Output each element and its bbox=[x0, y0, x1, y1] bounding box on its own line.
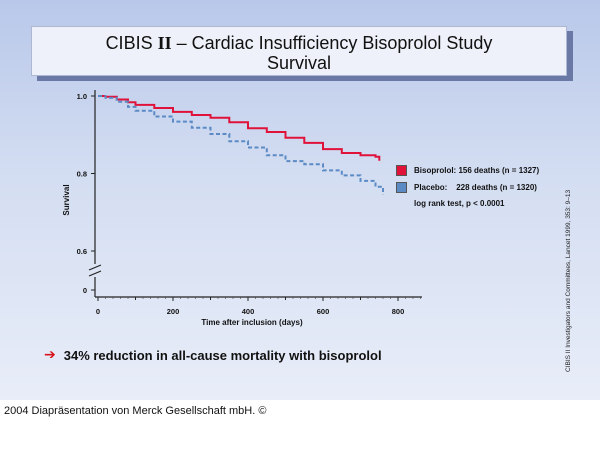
conclusion-text: 34% reduction in all-cause mortality wit… bbox=[63, 347, 382, 363]
y-tick-label: 1.0 bbox=[77, 92, 87, 101]
y-tick-label: 0 bbox=[83, 286, 87, 295]
title-box: CIBIS II – Cardiac Insufficiency Bisopro… bbox=[31, 26, 567, 76]
logrank-text: log rank test, p < 0.0001 bbox=[414, 199, 505, 208]
legend-item-bisoprolol: Bisoprolol: 156 deaths (n = 1327) bbox=[396, 163, 539, 177]
placebo-swatch bbox=[396, 181, 407, 193]
survival-chart: 1.0 0.8 0.6 0 0 200 400 600 800 Time after inclus… bbox=[62, 90, 422, 327]
title-roman-numeral: II bbox=[157, 33, 172, 53]
legend-bisoprolol-label: Bisoprolol: 156 deaths (n = 1327) bbox=[414, 165, 540, 175]
citation-text: CIBIS II Investigators and Committees, L… bbox=[565, 189, 572, 372]
legend-item-placebo: Placebo: 228 deaths (n = 1320) bbox=[396, 180, 537, 194]
axis-break-mark bbox=[88, 264, 102, 271]
footer-copyright: 2004 Diapräsentation von Merck Gesellsch… bbox=[4, 405, 267, 417]
series-line-placebo bbox=[98, 95, 384, 195]
x-tick-label: 800 bbox=[392, 307, 405, 316]
y-tick-label: 0.8 bbox=[77, 170, 87, 179]
title-line-1: CIBIS II – Cardiac Insufficiency Bisopro… bbox=[32, 33, 566, 53]
y-tick-label: 0.6 bbox=[77, 247, 87, 256]
title-prefix: CIBIS bbox=[105, 33, 158, 53]
arrow-right-icon: ➔ bbox=[44, 347, 56, 363]
title-rest: – Cardiac Insufficiency Bisoprolol Study bbox=[171, 33, 493, 53]
conclusion-note: ➔ 34% reduction in all-cause mortality w… bbox=[44, 347, 382, 363]
y-axis-label: Survival bbox=[62, 184, 71, 215]
legend-placebo-label: Placebo: 228 deaths (n = 1320) bbox=[414, 182, 537, 192]
x-tick-label: 600 bbox=[317, 307, 330, 316]
x-tick-label: 400 bbox=[242, 307, 255, 316]
bisoprolol-swatch bbox=[396, 164, 407, 176]
x-axis-label: Time after inclusion (days) bbox=[201, 318, 303, 327]
x-tick-label: 0 bbox=[96, 307, 100, 316]
series-line-bisoprolol bbox=[98, 95, 381, 161]
title-line-2: Survival bbox=[266, 53, 332, 73]
axis-break-mark bbox=[88, 270, 102, 277]
x-tick-label: 200 bbox=[167, 307, 180, 316]
